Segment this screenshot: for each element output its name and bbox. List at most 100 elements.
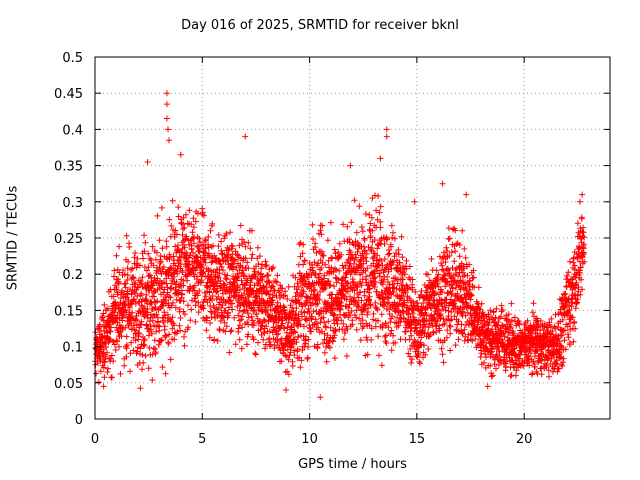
y-tick-label: 0.2 xyxy=(62,268,83,283)
data-point xyxy=(161,323,168,330)
data-point xyxy=(360,260,367,267)
data-point xyxy=(255,339,261,346)
data-point xyxy=(251,268,258,275)
data-point xyxy=(335,276,342,283)
data-point xyxy=(379,281,386,288)
data-point xyxy=(452,248,459,255)
data-point xyxy=(221,319,228,326)
data-point xyxy=(163,332,169,339)
data-point xyxy=(366,322,373,329)
data-point xyxy=(168,285,175,292)
data-point xyxy=(392,339,399,346)
data-point xyxy=(338,317,345,324)
data-point xyxy=(300,241,307,248)
data-point xyxy=(193,253,200,260)
data-point xyxy=(435,271,442,278)
data-point xyxy=(331,246,338,253)
data-point xyxy=(376,209,383,216)
data-point xyxy=(364,351,371,358)
data-point xyxy=(309,221,316,228)
data-point xyxy=(207,227,214,234)
data-point xyxy=(141,342,148,349)
data-point xyxy=(137,262,143,269)
data-point xyxy=(320,314,327,321)
data-point xyxy=(377,218,384,225)
data-point xyxy=(297,332,304,339)
data-point xyxy=(360,307,367,314)
data-point xyxy=(266,279,273,286)
data-point xyxy=(379,262,386,269)
data-point xyxy=(344,326,351,333)
data-point xyxy=(325,318,332,325)
data-point xyxy=(104,349,110,356)
data-point xyxy=(220,313,226,320)
data-point xyxy=(125,258,132,265)
data-point xyxy=(376,352,382,359)
data-point xyxy=(173,231,180,238)
data-point xyxy=(108,324,114,331)
data-point xyxy=(315,324,322,331)
data-point xyxy=(358,297,365,304)
data-point xyxy=(364,311,371,318)
data-point xyxy=(217,277,224,284)
data-point xyxy=(185,324,192,331)
data-point xyxy=(305,344,311,350)
data-point xyxy=(363,320,370,327)
data-point xyxy=(171,322,177,329)
data-point xyxy=(142,239,149,246)
data-point xyxy=(336,306,343,313)
data-point xyxy=(299,313,306,320)
data-point xyxy=(396,300,403,307)
data-point xyxy=(161,286,168,293)
data-point xyxy=(122,324,129,331)
data-point xyxy=(447,347,454,354)
data-point xyxy=(305,336,312,343)
data-point xyxy=(140,359,147,366)
data-point xyxy=(321,349,328,356)
data-point xyxy=(103,344,109,351)
data-point xyxy=(359,317,366,324)
data-point xyxy=(418,303,425,310)
data-point xyxy=(366,293,373,300)
data-point xyxy=(123,345,130,352)
data-point xyxy=(237,286,243,293)
data-point xyxy=(174,328,181,335)
data-point xyxy=(186,207,193,214)
data-point xyxy=(385,247,392,253)
x-tick-label: 10 xyxy=(301,432,318,447)
data-point xyxy=(238,345,245,352)
data-point xyxy=(297,321,304,328)
data-point xyxy=(181,224,188,231)
data-point xyxy=(189,235,196,242)
data-point xyxy=(247,245,254,252)
data-point xyxy=(461,272,468,279)
data-point xyxy=(120,267,126,274)
data-point xyxy=(123,353,130,360)
data-point xyxy=(241,239,248,245)
data-point xyxy=(207,308,214,315)
data-point xyxy=(245,239,252,246)
data-point xyxy=(200,212,207,219)
data-point xyxy=(172,262,179,269)
data-point xyxy=(276,295,283,301)
data-point xyxy=(113,324,120,331)
data-point xyxy=(244,277,251,284)
data-point xyxy=(366,211,373,218)
data-point xyxy=(439,289,446,296)
data-point xyxy=(291,352,298,359)
data-point xyxy=(273,331,280,338)
data-point xyxy=(145,264,152,271)
data-point xyxy=(280,347,287,354)
data-point xyxy=(302,278,309,285)
data-point xyxy=(111,341,118,348)
data-point xyxy=(316,310,323,317)
data-point xyxy=(321,330,328,337)
data-point xyxy=(445,267,452,273)
data-point xyxy=(238,277,245,284)
data-point xyxy=(260,336,267,343)
y-tick-label: 0.05 xyxy=(54,377,83,392)
data-point xyxy=(302,300,309,307)
data-point xyxy=(312,244,319,251)
data-point xyxy=(228,327,235,334)
data-point xyxy=(306,310,313,316)
